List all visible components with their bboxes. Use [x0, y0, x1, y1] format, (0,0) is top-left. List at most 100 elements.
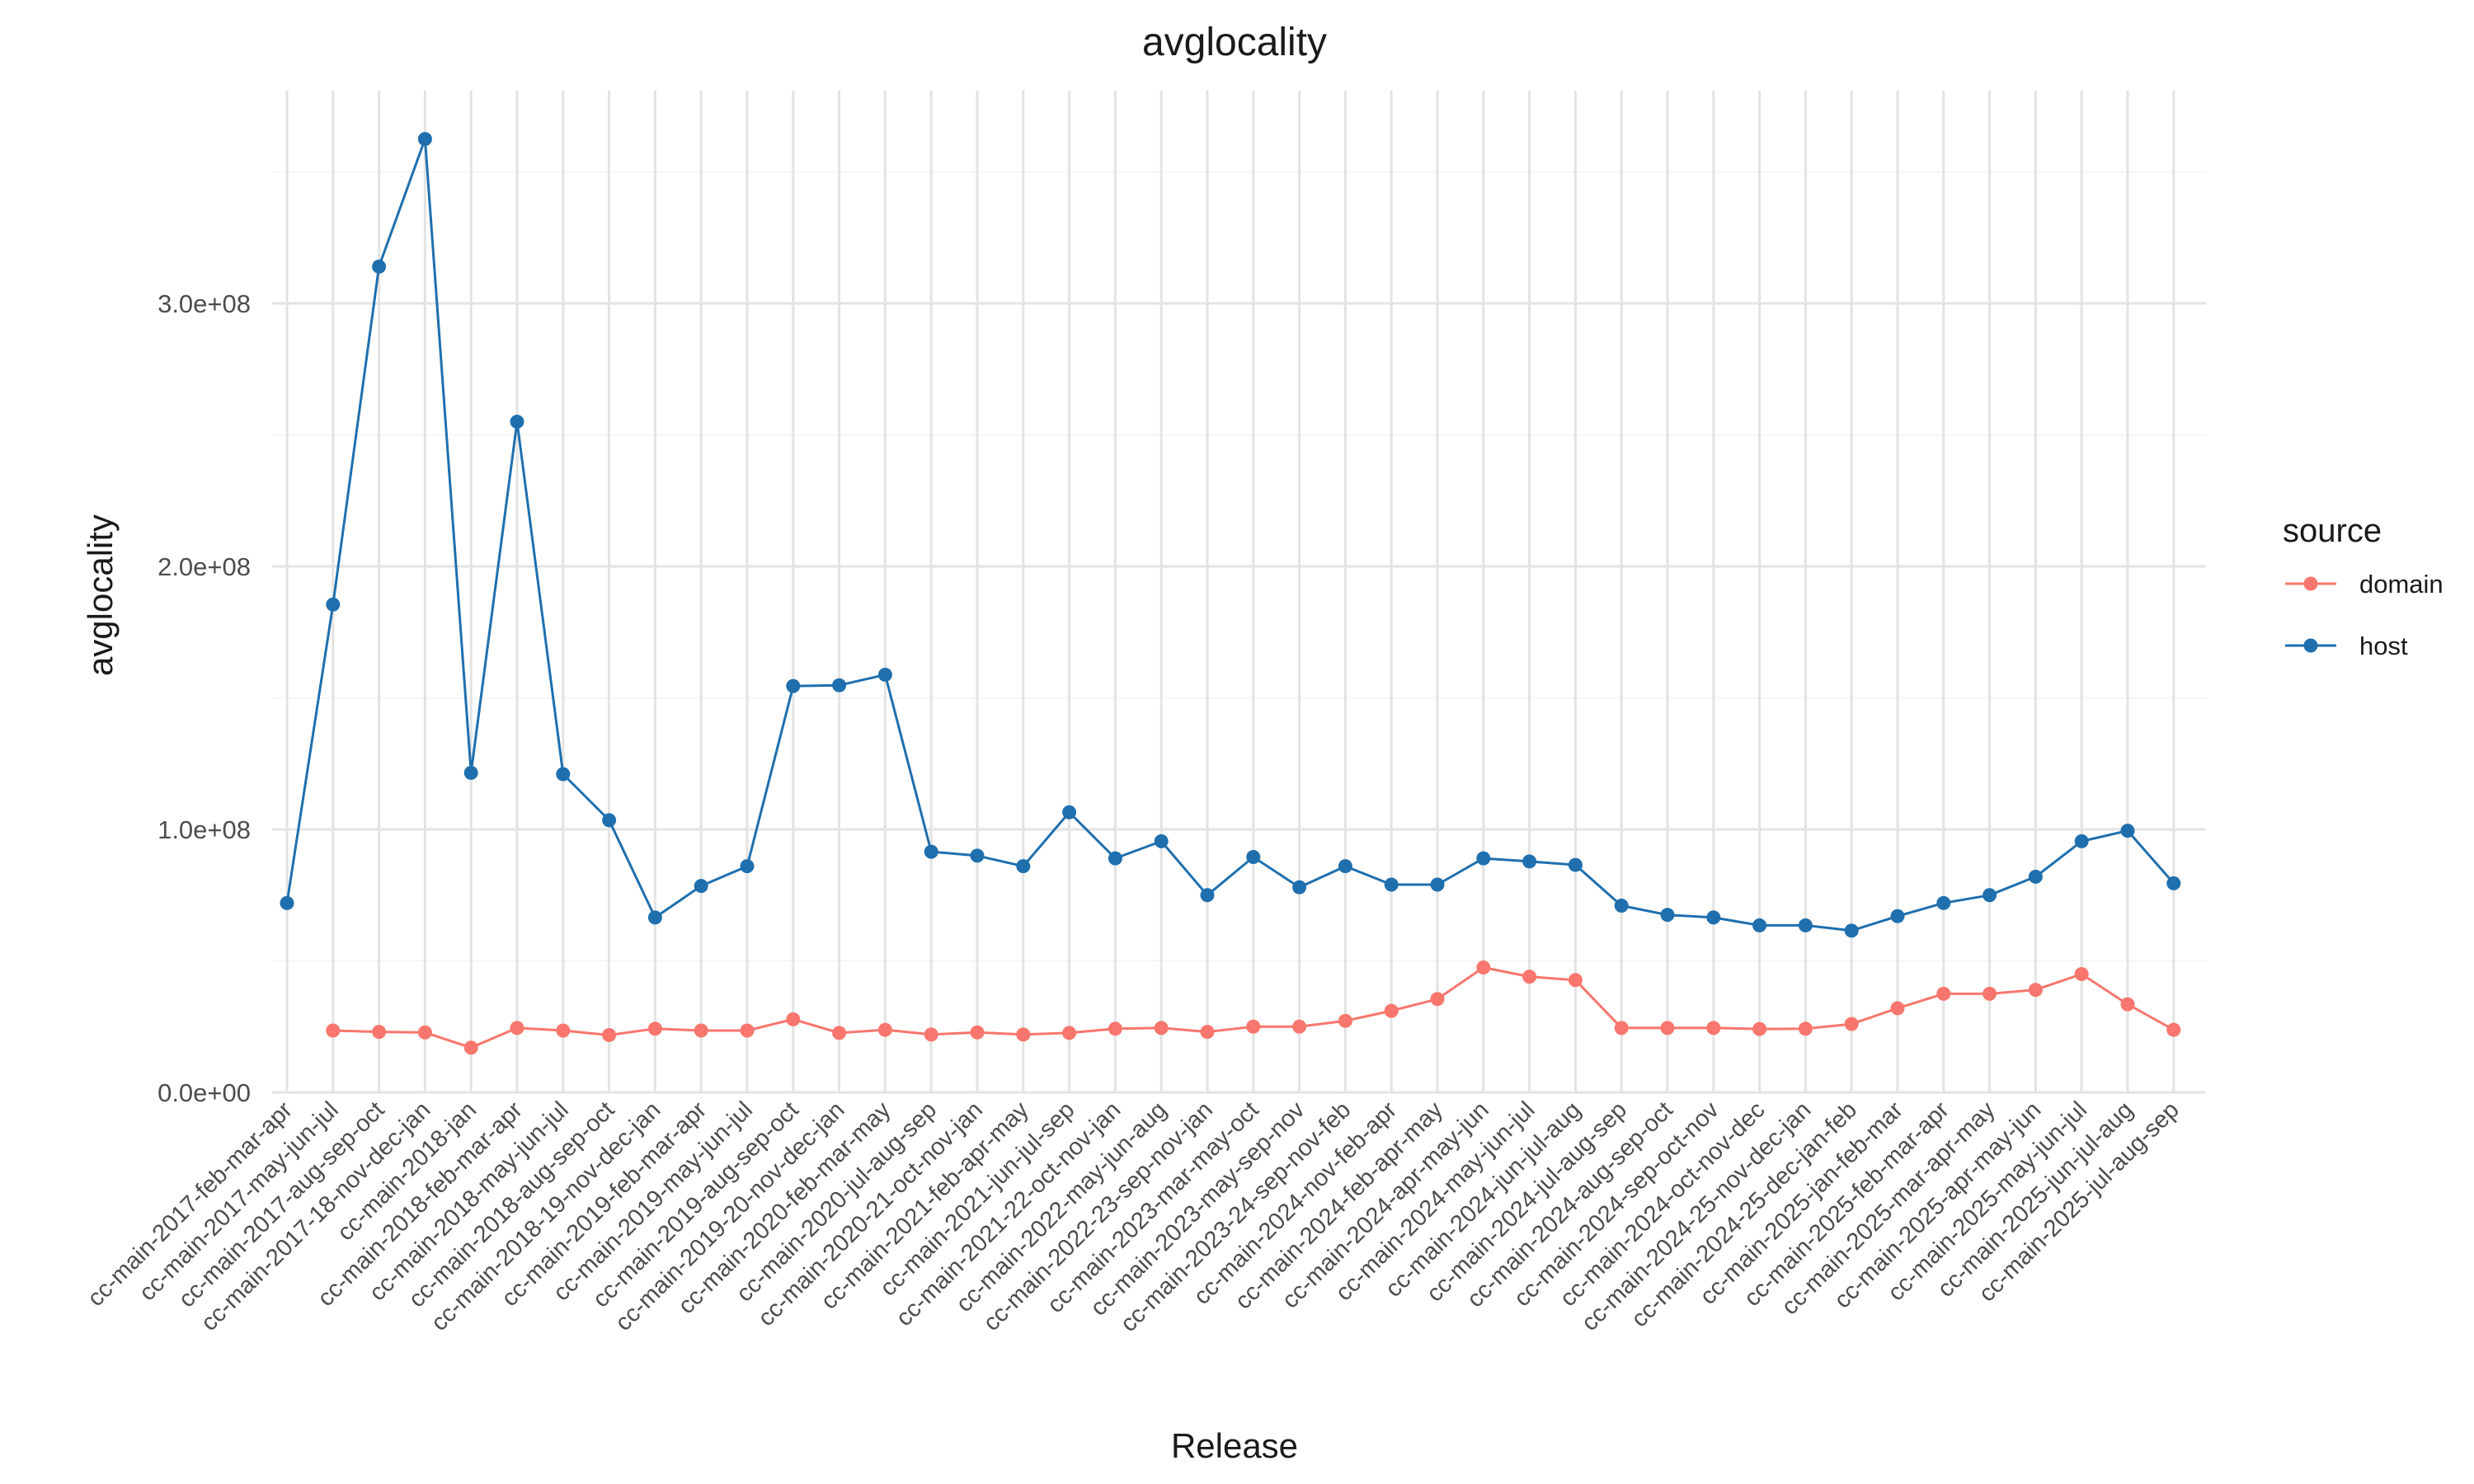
series-lines	[285, 138, 2175, 1050]
data-point-domain	[1798, 1021, 1813, 1036]
data-point-host	[1890, 909, 1905, 923]
data-point-host	[280, 895, 294, 910]
data-point-domain	[556, 1023, 571, 1038]
data-point-domain	[372, 1025, 387, 1040]
y-tick-label: 3.0e+08	[158, 289, 251, 318]
data-point-domain	[2120, 997, 2135, 1012]
data-point-host	[2120, 824, 2135, 838]
data-point-domain	[1752, 1021, 1767, 1036]
data-point-domain	[786, 1012, 801, 1026]
data-point-host	[417, 132, 432, 147]
data-point-host	[1016, 859, 1031, 874]
data-point-host	[1844, 923, 1859, 938]
legend-key-point-domain	[2303, 576, 2318, 591]
data-point-domain	[1706, 1021, 1721, 1036]
data-point-domain	[1522, 970, 1537, 984]
data-point-host	[1108, 851, 1122, 866]
grid	[272, 91, 2206, 1094]
data-point-domain	[326, 1023, 341, 1038]
data-point-domain	[1200, 1025, 1215, 1040]
data-point-host	[832, 678, 847, 693]
data-point-host	[2074, 834, 2089, 848]
data-point-host	[1384, 877, 1399, 892]
data-point-domain	[510, 1021, 524, 1036]
data-point-host	[1568, 857, 1583, 872]
data-point-host	[1200, 888, 1215, 903]
data-point-domain	[1430, 992, 1445, 1007]
data-point-host	[694, 879, 708, 894]
legend-key-point-host	[2303, 638, 2318, 653]
data-point-host	[1338, 859, 1352, 874]
data-point-host	[924, 844, 938, 859]
data-point-domain	[602, 1027, 617, 1042]
data-point-host	[877, 667, 892, 682]
data-point-domain	[1476, 960, 1491, 974]
data-point-domain	[1108, 1021, 1122, 1036]
data-point-domain	[924, 1027, 938, 1042]
data-point-host	[1936, 895, 1951, 910]
data-point-host	[786, 679, 801, 693]
data-point-domain	[1292, 1019, 1307, 1034]
data-point-host	[647, 910, 662, 925]
data-point-domain	[1844, 1017, 1859, 1031]
legend-label-host: host	[2359, 632, 2408, 660]
data-point-domain	[1982, 986, 1997, 1001]
data-point-host	[1476, 851, 1491, 866]
data-point-host	[1752, 918, 1767, 932]
legend-label-domain: domain	[2359, 570, 2443, 599]
data-point-host	[1292, 880, 1307, 895]
data-point-domain	[463, 1040, 478, 1055]
data-point-host	[1798, 918, 1813, 932]
legend: source domain host	[2283, 513, 2443, 660]
data-point-host	[602, 813, 617, 828]
data-point-host	[2028, 869, 2043, 884]
y-axis-title: avglocality	[81, 514, 120, 676]
data-point-host	[1614, 899, 1629, 913]
data-point-domain	[1614, 1021, 1629, 1036]
data-point-domain	[2166, 1022, 2181, 1037]
data-point-host	[2166, 876, 2181, 890]
data-point-host	[970, 848, 985, 863]
data-point-domain	[877, 1022, 892, 1037]
y-axis-ticks: 0.0e+00 1.0e+08 2.0e+08 3.0e+08	[158, 289, 251, 1107]
data-point-host	[326, 597, 341, 612]
y-tick-label: 1.0e+08	[158, 815, 251, 844]
data-point-host	[1246, 849, 1261, 864]
data-point-host	[463, 765, 478, 780]
data-point-domain	[1384, 1003, 1399, 1018]
data-point-host	[1062, 805, 1077, 819]
series-line-host	[285, 138, 2175, 932]
data-point-host	[1660, 908, 1675, 923]
data-point-domain	[970, 1025, 985, 1040]
series-points	[280, 132, 2181, 1055]
data-point-domain	[1062, 1026, 1077, 1040]
data-point-host	[556, 767, 571, 782]
data-point-domain	[417, 1025, 432, 1040]
data-point-domain	[694, 1023, 708, 1038]
y-tick-label: 2.0e+08	[158, 552, 251, 581]
data-point-domain	[1154, 1021, 1169, 1036]
data-point-host	[1430, 877, 1445, 892]
data-point-domain	[647, 1021, 662, 1036]
data-point-domain	[1016, 1027, 1031, 1042]
data-point-host	[1706, 910, 1721, 925]
data-point-host	[1522, 854, 1537, 869]
data-point-host	[1982, 888, 1997, 903]
x-axis-ticks: cc-main-2017-feb-mar-aprcc-main-2017-may…	[82, 1097, 2185, 1337]
data-point-host	[372, 259, 387, 274]
data-point-domain	[1338, 1013, 1352, 1028]
data-point-domain	[740, 1023, 755, 1038]
data-point-host	[740, 859, 755, 874]
data-point-domain	[1660, 1021, 1675, 1036]
data-point-domain	[832, 1026, 847, 1040]
data-point-host	[510, 415, 524, 430]
x-axis-title: Release	[1171, 1426, 1298, 1465]
data-point-domain	[1246, 1019, 1261, 1034]
y-tick-label: 0.0e+00	[158, 1078, 251, 1107]
data-point-domain	[2074, 966, 2089, 981]
data-point-domain	[1936, 986, 1951, 1001]
data-point-domain	[1568, 973, 1583, 988]
data-point-domain	[1890, 1001, 1905, 1016]
data-point-host	[1154, 834, 1169, 848]
